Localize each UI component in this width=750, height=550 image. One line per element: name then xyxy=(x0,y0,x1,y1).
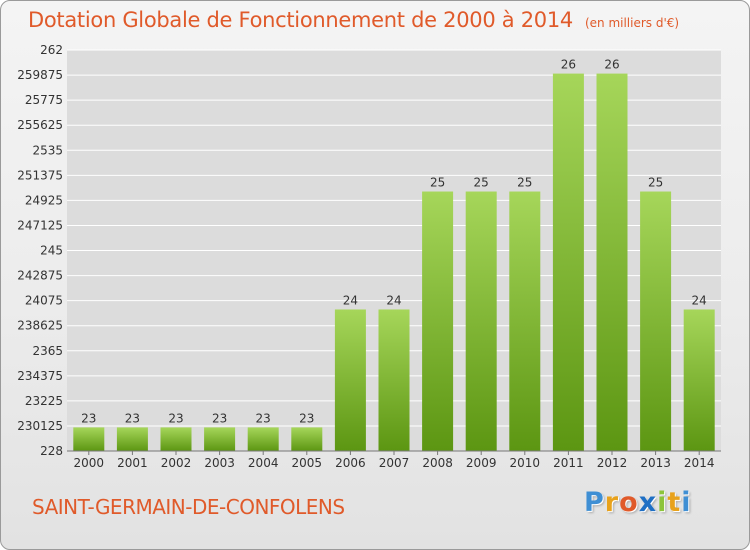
data-label: 25 xyxy=(430,176,445,190)
data-label: 24 xyxy=(692,293,707,307)
x-tick-label: 2002 xyxy=(161,456,192,470)
x-tick-label: 2011 xyxy=(553,456,584,470)
data-label: 25 xyxy=(648,176,663,190)
logo-letter: i xyxy=(681,487,692,518)
y-tick-label: 255625 xyxy=(17,118,63,132)
bar xyxy=(160,427,192,451)
y-tick-label: 234375 xyxy=(17,369,63,383)
chart-title: Dotation Globale de Fonctionnement de 20… xyxy=(28,8,679,32)
data-label: 24 xyxy=(343,293,358,307)
y-tick-label: 242875 xyxy=(17,269,63,283)
bar xyxy=(204,427,236,451)
chart-title-text: Dotation Globale de Fonctionnement de 20… xyxy=(28,8,573,32)
x-tick-label: 2004 xyxy=(248,456,279,470)
bar xyxy=(422,191,454,451)
y-tick-label: 247125 xyxy=(17,218,63,232)
x-tick-label: 2009 xyxy=(466,456,497,470)
y-tick-label: 24075 xyxy=(25,294,63,308)
y-axis-labels: 228 230125 23225 234375 2365 238625 24075 24287… xyxy=(17,43,63,458)
bars: 23 23 23 23 23 23 24 24 25 25 25 26 26 25 24 xyxy=(73,58,715,452)
x-tick-label: 2008 xyxy=(422,456,453,470)
logo-letter: t xyxy=(667,487,682,518)
place-name: SAINT-GERMAIN-DE-CONFOLENS xyxy=(32,495,345,519)
data-label: 23 xyxy=(168,411,183,425)
bar xyxy=(465,191,497,451)
y-tick-label: 245 xyxy=(40,244,63,258)
x-axis-labels: 2000 2001 2002 2003 2004 2005 2006 2007 2008 2009… xyxy=(67,450,721,470)
y-tick-label: 238625 xyxy=(17,319,63,333)
logo-letter: i xyxy=(657,487,668,518)
x-tick-label: 2000 xyxy=(74,456,105,470)
logo-letter: x xyxy=(638,487,658,518)
y-tick-label: 25775 xyxy=(25,93,63,107)
x-tick-label: 2001 xyxy=(117,456,148,470)
bar xyxy=(247,427,279,451)
y-tick-label: 259875 xyxy=(17,68,63,82)
data-label: 23 xyxy=(125,411,140,425)
data-label: 25 xyxy=(517,176,532,190)
x-tick-label: 2006 xyxy=(335,456,366,470)
x-tick-label: 2007 xyxy=(379,456,410,470)
y-tick-label: 2365 xyxy=(32,344,63,358)
x-tick-label: 2010 xyxy=(510,456,541,470)
data-label: 23 xyxy=(81,411,96,425)
x-tick-label: 2014 xyxy=(684,456,715,470)
bar xyxy=(291,427,323,451)
proxiti-logo[interactable]: Proxiti xyxy=(584,487,692,518)
y-tick-label: 2535 xyxy=(32,143,63,157)
bar xyxy=(596,73,628,452)
y-tick-label: 230125 xyxy=(17,419,63,433)
unit-note: (en milliers d'€) xyxy=(584,16,680,30)
y-tick-label: 228 xyxy=(40,444,63,458)
data-label: 23 xyxy=(299,411,314,425)
bar xyxy=(73,427,105,451)
y-tick-label: 262 xyxy=(40,43,63,57)
bar xyxy=(683,309,715,451)
data-label: 26 xyxy=(604,58,619,72)
logo-letter: o xyxy=(619,487,639,518)
x-tick-label: 2012 xyxy=(597,456,628,470)
data-label: 24 xyxy=(386,293,401,307)
data-label: 25 xyxy=(474,176,489,190)
y-tick-label: 24925 xyxy=(25,193,63,207)
x-tick-label: 2003 xyxy=(204,456,235,470)
data-label: 23 xyxy=(212,411,227,425)
bar xyxy=(509,191,541,451)
x-tick-label: 2013 xyxy=(640,456,671,470)
logo-letter: P xyxy=(584,487,605,518)
bar xyxy=(334,309,366,451)
bar xyxy=(116,427,148,451)
bar xyxy=(378,309,410,451)
y-tick-label: 23225 xyxy=(25,394,63,408)
logo-letter: r xyxy=(604,487,620,518)
data-label: 26 xyxy=(561,58,576,72)
bar xyxy=(640,191,672,451)
bar xyxy=(552,73,584,452)
data-label: 23 xyxy=(256,411,271,425)
x-tick-label: 2005 xyxy=(292,456,323,470)
y-tick-label: 251375 xyxy=(17,168,63,182)
